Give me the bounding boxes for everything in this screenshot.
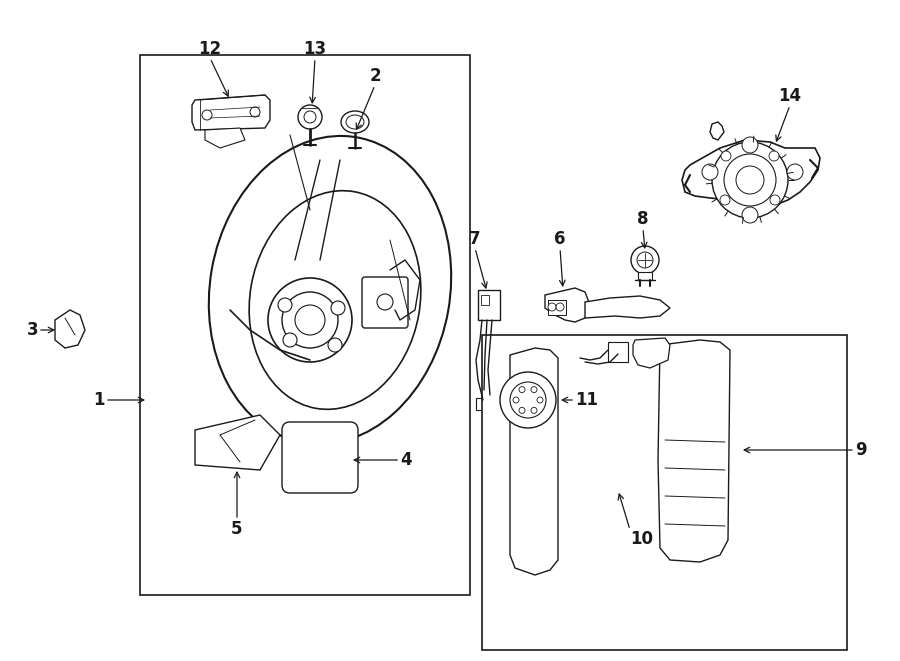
Circle shape (637, 252, 653, 268)
Bar (478, 290, 500, 320)
Circle shape (304, 111, 316, 123)
Circle shape (328, 338, 342, 352)
Text: 6: 6 (554, 230, 566, 248)
Polygon shape (195, 415, 280, 470)
Bar (638, 272, 652, 280)
FancyBboxPatch shape (362, 277, 408, 328)
Circle shape (278, 298, 292, 312)
Circle shape (531, 387, 537, 393)
Circle shape (736, 166, 764, 194)
Polygon shape (545, 288, 590, 322)
Bar (140, 55, 470, 595)
Bar (476, 398, 496, 410)
Circle shape (631, 246, 659, 274)
Text: 5: 5 (231, 520, 243, 538)
Text: 2: 2 (369, 67, 381, 85)
Circle shape (787, 164, 803, 180)
Text: 1: 1 (94, 391, 105, 409)
Circle shape (721, 151, 731, 161)
Polygon shape (682, 140, 820, 205)
Circle shape (531, 407, 537, 413)
Ellipse shape (249, 190, 421, 409)
Text: 9: 9 (855, 441, 867, 459)
Text: 7: 7 (469, 230, 481, 248)
Ellipse shape (346, 115, 364, 129)
Circle shape (377, 294, 393, 310)
Circle shape (742, 207, 758, 223)
Circle shape (510, 382, 546, 418)
Ellipse shape (341, 111, 369, 133)
Text: 12: 12 (198, 40, 221, 58)
Text: 11: 11 (575, 391, 598, 409)
Text: 13: 13 (303, 40, 327, 58)
Bar (548, 300, 566, 315)
Circle shape (282, 292, 338, 348)
Polygon shape (192, 95, 270, 130)
Text: 10: 10 (630, 530, 653, 548)
Bar (482, 335, 847, 650)
Circle shape (519, 407, 525, 413)
Circle shape (769, 151, 779, 161)
Text: 8: 8 (637, 210, 649, 228)
Circle shape (702, 164, 718, 180)
Circle shape (500, 372, 556, 428)
Text: 4: 4 (400, 451, 411, 469)
Bar (481, 295, 489, 305)
Circle shape (295, 305, 325, 335)
Circle shape (283, 333, 297, 347)
Text: 14: 14 (778, 87, 802, 105)
Circle shape (770, 195, 780, 205)
Circle shape (548, 303, 556, 311)
Circle shape (720, 195, 730, 205)
Polygon shape (55, 310, 85, 348)
Circle shape (712, 142, 788, 218)
Circle shape (556, 303, 564, 311)
Circle shape (513, 397, 519, 403)
Polygon shape (205, 128, 245, 148)
Circle shape (250, 107, 260, 117)
Polygon shape (633, 338, 670, 368)
Circle shape (742, 137, 758, 153)
Circle shape (331, 301, 345, 315)
Circle shape (268, 278, 352, 362)
Ellipse shape (209, 136, 451, 444)
Circle shape (298, 105, 322, 129)
Text: 3: 3 (26, 321, 38, 339)
Polygon shape (585, 296, 670, 318)
Circle shape (519, 387, 525, 393)
Circle shape (202, 110, 212, 120)
Polygon shape (658, 340, 730, 562)
FancyBboxPatch shape (282, 422, 358, 493)
Circle shape (724, 154, 776, 206)
Polygon shape (510, 348, 558, 575)
Bar (608, 342, 628, 362)
Circle shape (537, 397, 543, 403)
Polygon shape (710, 122, 724, 140)
